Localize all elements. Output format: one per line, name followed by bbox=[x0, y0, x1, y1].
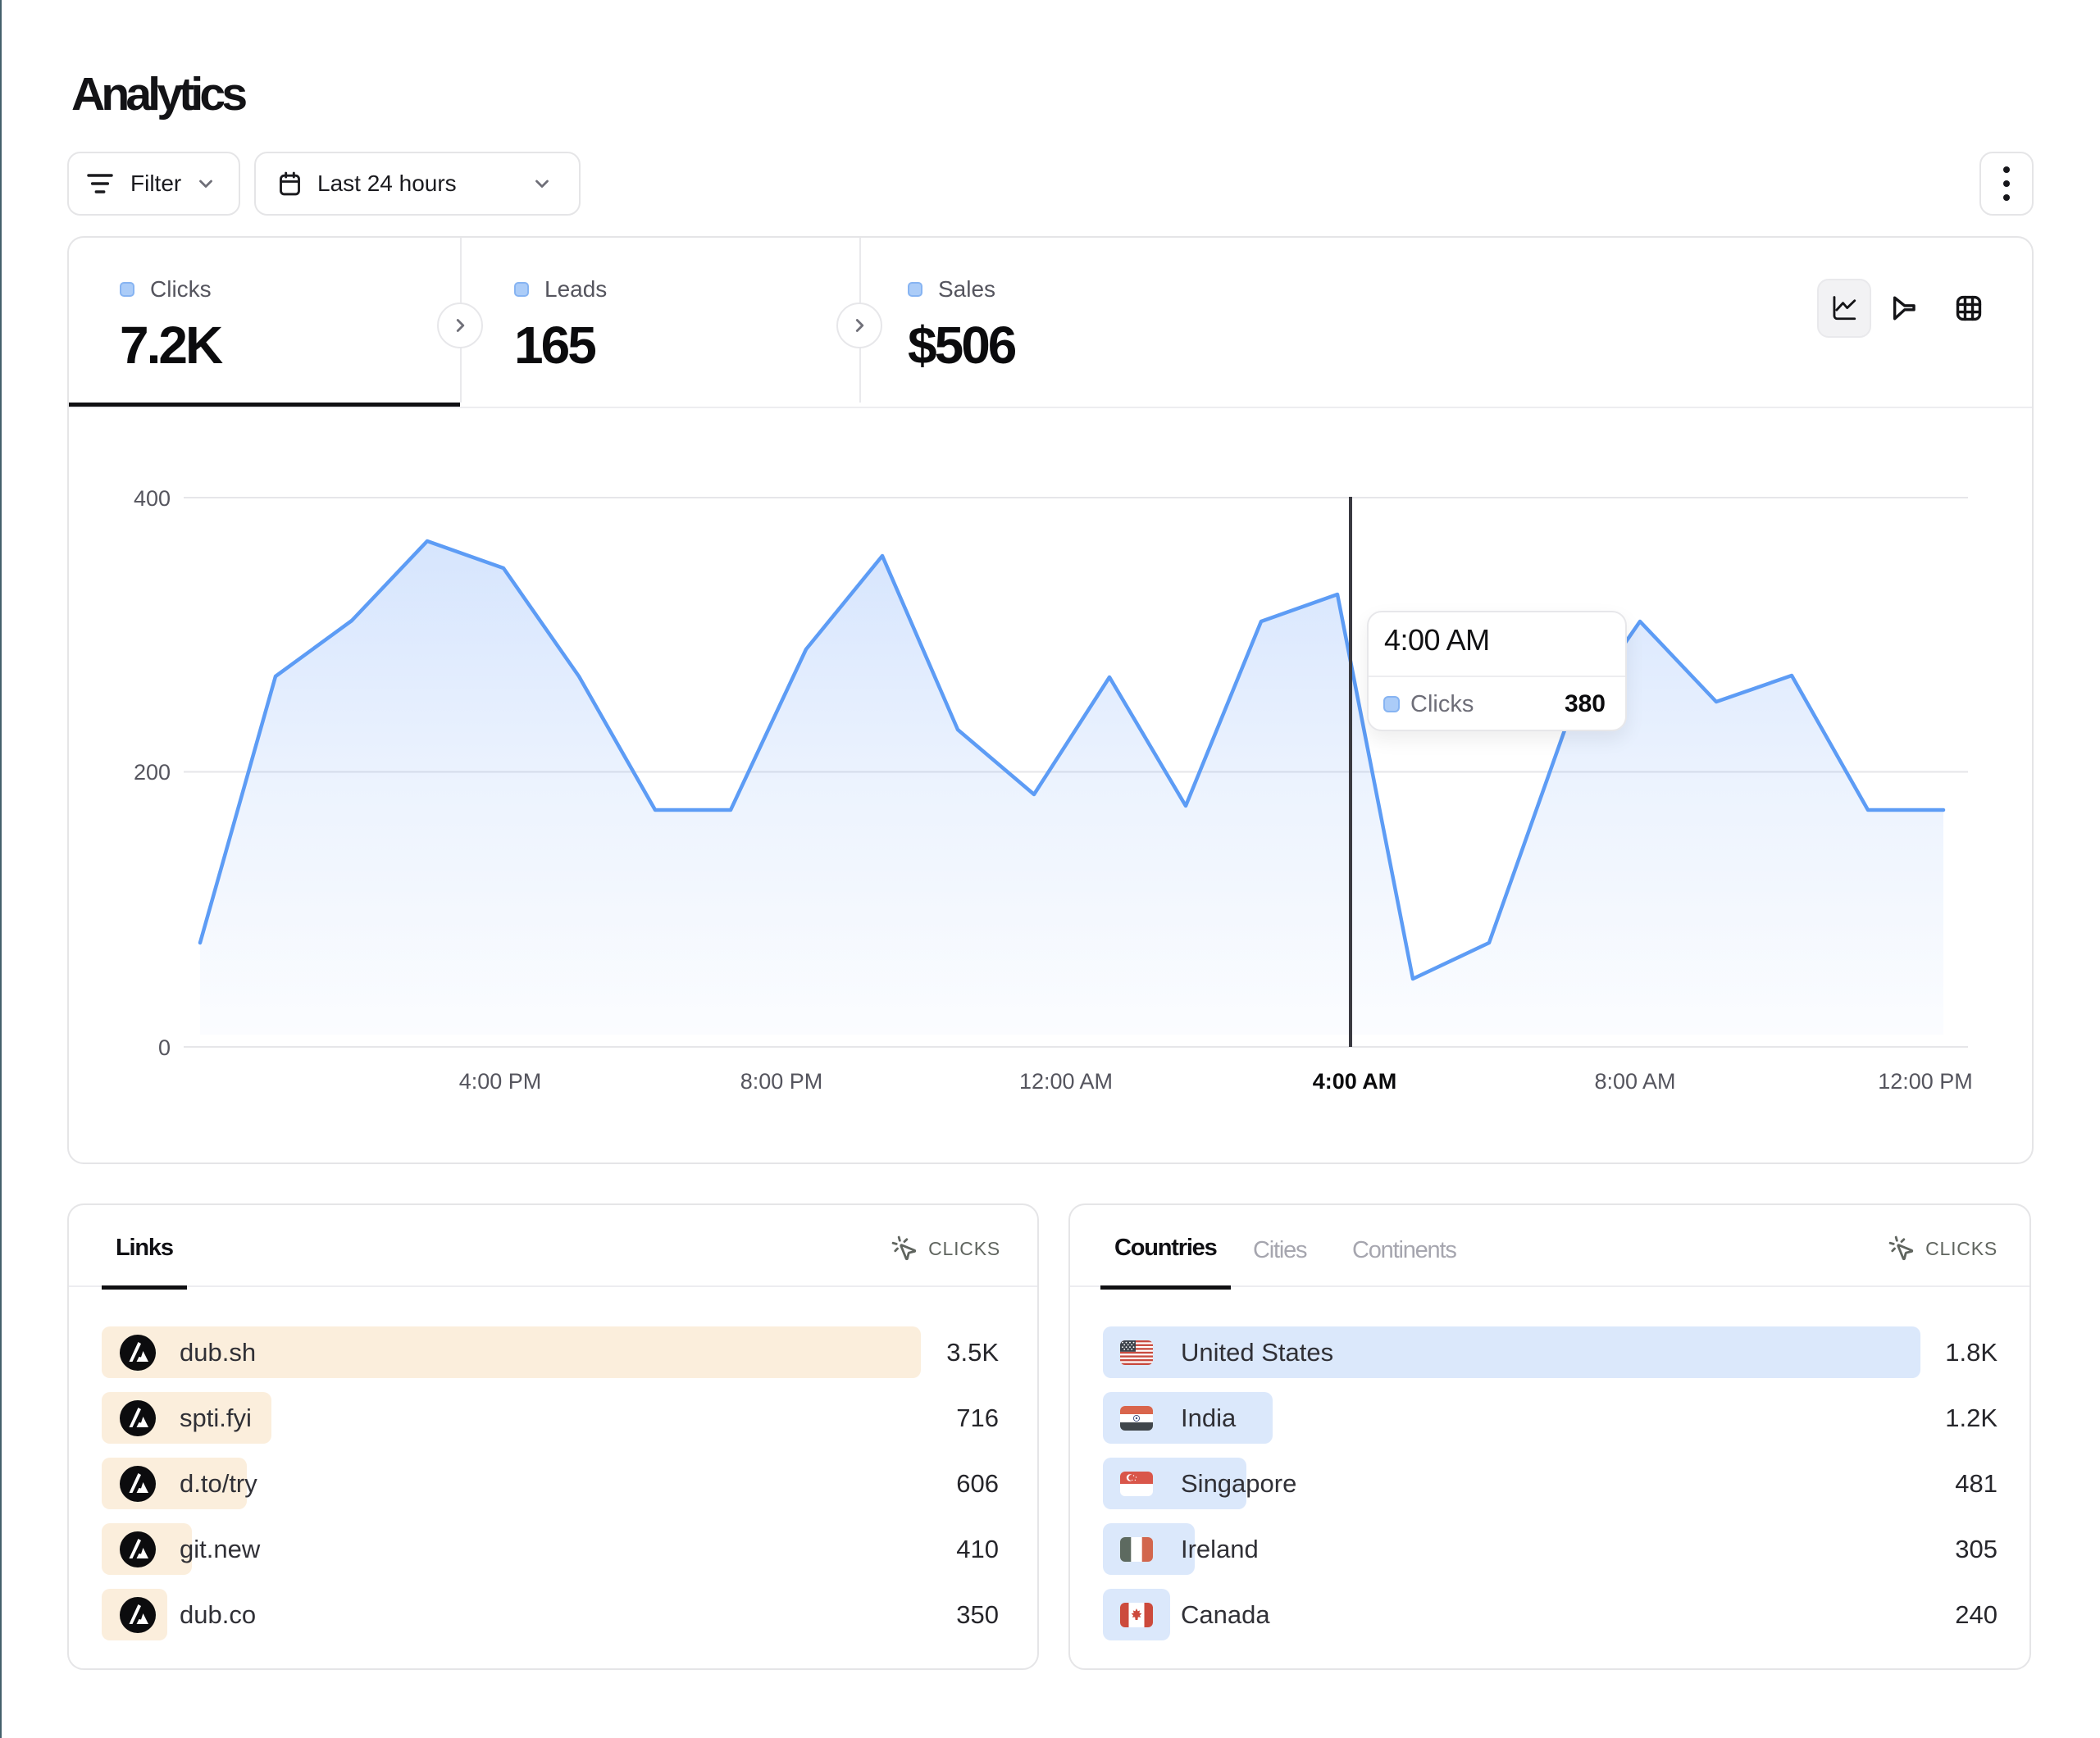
svg-text:200: 200 bbox=[134, 760, 171, 785]
svg-text:8:00 AM: 8:00 AM bbox=[1594, 1069, 1675, 1094]
svg-text:4:00 PM: 4:00 PM bbox=[459, 1069, 542, 1094]
svg-text:8:00 PM: 8:00 PM bbox=[740, 1069, 823, 1094]
svg-text:400: 400 bbox=[134, 486, 171, 511]
svg-text:4:00 AM: 4:00 AM bbox=[1313, 1069, 1397, 1094]
svg-text:0: 0 bbox=[158, 1035, 171, 1060]
svg-text:12:00 PM: 12:00 PM bbox=[1878, 1069, 1973, 1094]
svg-text:12:00 AM: 12:00 AM bbox=[1019, 1069, 1113, 1094]
